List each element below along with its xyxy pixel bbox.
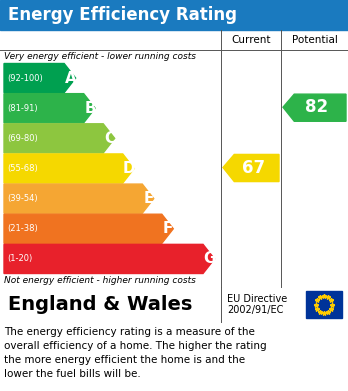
- Polygon shape: [283, 94, 346, 121]
- Text: (55-68): (55-68): [7, 164, 38, 173]
- Polygon shape: [4, 63, 76, 93]
- Text: EU Directive: EU Directive: [227, 294, 287, 305]
- Polygon shape: [223, 154, 279, 181]
- Polygon shape: [4, 93, 95, 123]
- Text: Current: Current: [231, 35, 271, 45]
- Bar: [0, 0, 348, 30]
- Polygon shape: [4, 244, 214, 273]
- Polygon shape: [4, 154, 134, 183]
- Text: (39-54): (39-54): [7, 194, 38, 203]
- Text: (1-20): (1-20): [7, 255, 32, 264]
- Text: Very energy efficient - lower running costs: Very energy efficient - lower running co…: [4, 52, 196, 61]
- Bar: [0, 30, 348, 287]
- Text: Potential: Potential: [292, 35, 338, 45]
- Text: the more energy efficient the home is and the: the more energy efficient the home is an…: [4, 355, 245, 365]
- Text: 82: 82: [305, 98, 328, 116]
- Text: (21-38): (21-38): [7, 224, 38, 233]
- Text: (69-80): (69-80): [7, 134, 38, 143]
- Text: F: F: [163, 221, 173, 236]
- Bar: [0, 287, 348, 322]
- Text: 2002/91/EC: 2002/91/EC: [227, 305, 283, 314]
- Text: A: A: [65, 70, 76, 86]
- Polygon shape: [4, 184, 154, 213]
- Polygon shape: [4, 124, 115, 153]
- Text: overall efficiency of a home. The higher the rating: overall efficiency of a home. The higher…: [4, 341, 267, 351]
- Text: (92-100): (92-100): [7, 74, 43, 83]
- Text: Not energy efficient - higher running costs: Not energy efficient - higher running co…: [4, 276, 196, 285]
- Text: D: D: [123, 161, 135, 176]
- Text: Energy Efficiency Rating: Energy Efficiency Rating: [8, 6, 237, 24]
- Text: C: C: [104, 131, 115, 146]
- Text: The energy efficiency rating is a measure of the: The energy efficiency rating is a measur…: [4, 327, 255, 337]
- Text: 67: 67: [242, 158, 265, 176]
- Polygon shape: [4, 214, 173, 243]
- Text: G: G: [203, 251, 215, 266]
- Text: B: B: [84, 101, 96, 116]
- Text: E: E: [143, 191, 154, 206]
- Text: (81-91): (81-91): [7, 104, 38, 113]
- Text: England & Wales: England & Wales: [8, 295, 192, 314]
- Bar: [306, 291, 342, 318]
- Text: lower the fuel bills will be.: lower the fuel bills will be.: [4, 369, 141, 379]
